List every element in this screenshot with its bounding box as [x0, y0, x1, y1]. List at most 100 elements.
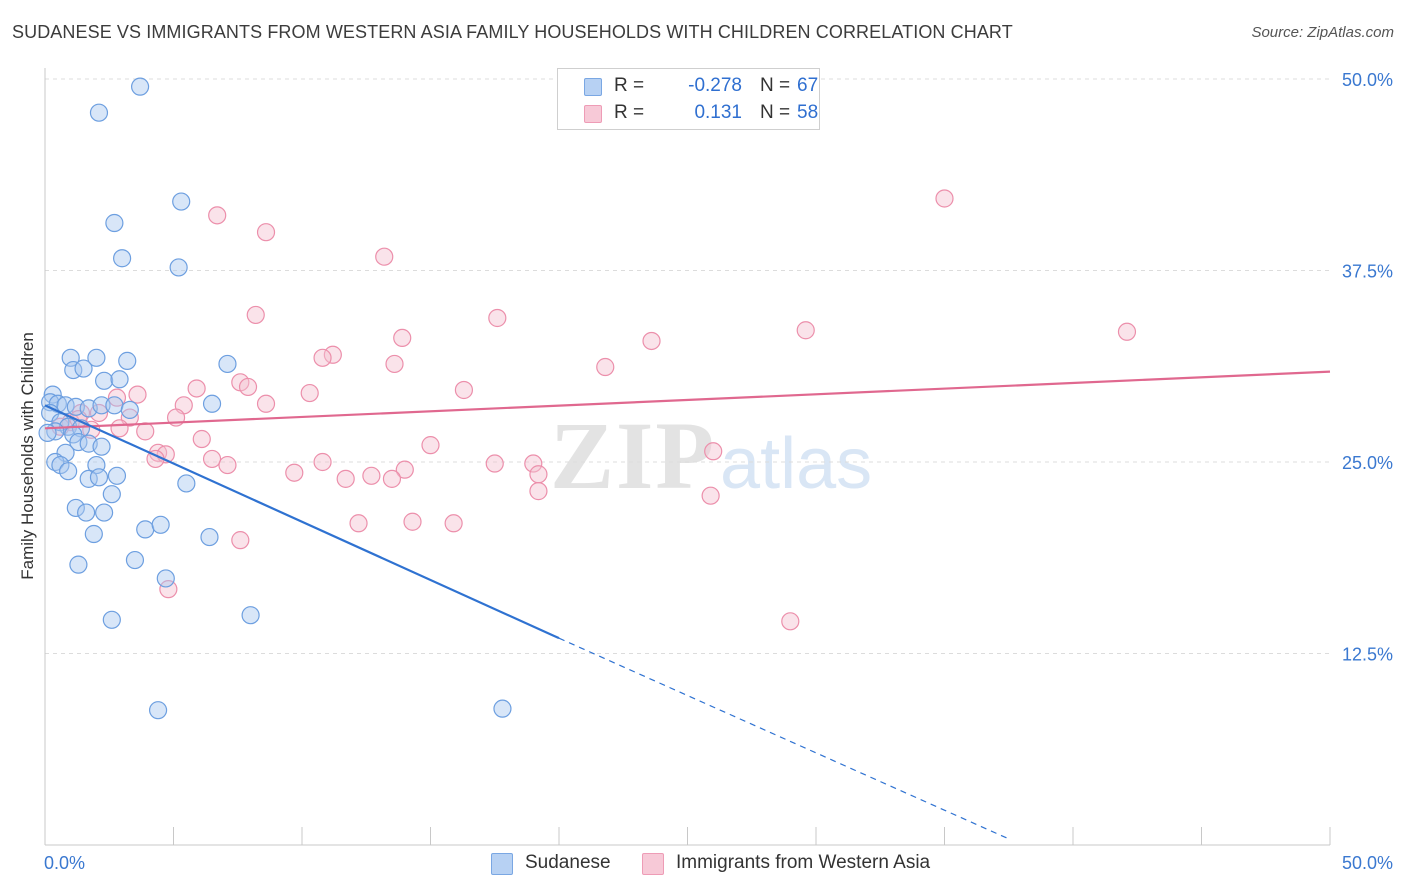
- western-asia-point: [642, 331, 661, 351]
- western-asia-point: [375, 247, 394, 266]
- western-asia-point: [159, 580, 178, 599]
- source-credit: Source: ZipAtlas.com: [1251, 24, 1394, 41]
- western-asia-point: [454, 380, 474, 400]
- sudanese-point: [218, 354, 237, 374]
- y-tick-label: 12.5%: [1342, 645, 1393, 665]
- western-asia-point: [246, 305, 265, 325]
- grid-layer: [45, 78, 1330, 654]
- sudanese-point: [202, 394, 222, 413]
- sudanese-point: [112, 249, 132, 268]
- sudanese-trend-line: [44, 404, 560, 640]
- western-asia-point: [485, 454, 504, 473]
- legend-swatch-western-asia: [584, 105, 602, 123]
- sudanese-point: [59, 462, 78, 481]
- sudanese-point: [89, 468, 109, 487]
- x-tick-label: 50.0%: [1342, 853, 1393, 873]
- y-tick-label: 25.0%: [1342, 453, 1393, 473]
- sudanese-point: [177, 474, 196, 493]
- sudanese-point: [84, 524, 103, 544]
- sudanese-point: [74, 359, 93, 378]
- sudanese-point: [95, 371, 114, 390]
- western-asia-point: [362, 466, 381, 485]
- western-asia-point: [1117, 322, 1137, 341]
- western-asia-point: [336, 469, 355, 488]
- legend-n-value: 67: [797, 75, 819, 96]
- sudanese-point: [120, 400, 139, 420]
- sudanese-point: [69, 555, 88, 574]
- western-asia-point: [218, 455, 237, 475]
- legend-n-label: N =: [760, 75, 791, 96]
- sudanese-point: [89, 103, 109, 122]
- western-asia-point: [256, 394, 276, 413]
- legend-swatch-sudanese: [584, 78, 602, 96]
- sudanese-point: [118, 351, 137, 370]
- western-asia-point: [781, 612, 800, 631]
- western-asia-point: [313, 348, 332, 367]
- western-asia-point: [285, 463, 304, 482]
- western-asia-point: [349, 514, 368, 533]
- western-asia-point: [488, 308, 507, 328]
- watermark: ZIPatlas: [550, 400, 872, 511]
- sudanese-point: [105, 396, 124, 415]
- chart-title: SUDANESE VS IMMIGRANTS FROM WESTERN ASIA…: [12, 22, 1013, 42]
- western-asia-point: [796, 321, 815, 340]
- bottom-legend-swatch-western-asia: [642, 853, 664, 875]
- western-asia-point: [704, 442, 723, 461]
- y-tick-label: 50.0%: [1342, 70, 1393, 90]
- western-asia-point: [323, 345, 342, 364]
- sudanese-point: [148, 701, 168, 720]
- legend-n-label: N =: [760, 102, 791, 123]
- sudanese-point: [46, 452, 65, 472]
- western-asia-point: [238, 377, 258, 397]
- sudanese-point: [125, 550, 145, 570]
- western-asia-point: [524, 454, 543, 473]
- western-asia-point: [382, 469, 402, 488]
- western-asia-point: [313, 452, 332, 472]
- western-asia-point: [529, 465, 548, 484]
- western-asia-point: [187, 379, 206, 398]
- western-asia-trend-line: [44, 370, 1331, 430]
- western-asia-point: [529, 482, 548, 501]
- bottom-legend-label-sudanese: Sudanese: [525, 852, 611, 873]
- legend-n-value: 58: [797, 102, 819, 123]
- western-asia-point: [202, 449, 222, 469]
- sudanese-point: [136, 520, 155, 539]
- western-asia-point: [596, 357, 615, 377]
- western-asia-point: [110, 419, 129, 438]
- western-asia-point: [421, 436, 440, 455]
- western-asia-point: [128, 385, 147, 404]
- legend-r-value: -0.278: [688, 75, 742, 96]
- western-asia-point: [385, 354, 404, 374]
- sudanese-point: [105, 213, 124, 233]
- sudanese-point: [200, 527, 219, 547]
- sudanese-point: [130, 77, 150, 96]
- trend-layer: [44, 370, 1331, 840]
- sudanese-point: [95, 503, 114, 522]
- correlation-legend: R = -0.278 N = 67 R = 0.131 N = 58: [557, 68, 820, 130]
- sudanese-point: [92, 437, 111, 456]
- watermark-atlas: atlas: [720, 424, 873, 504]
- western-asia-point: [136, 422, 155, 441]
- sudanese-point: [102, 485, 121, 504]
- western-asia-point: [701, 486, 720, 505]
- axes-layer: [44, 68, 1331, 846]
- western-asia-point: [208, 206, 227, 225]
- western-asia-point: [444, 514, 463, 533]
- sudanese-point: [151, 515, 170, 534]
- sudanese-point: [169, 258, 188, 277]
- sudanese-point: [77, 503, 96, 522]
- western-asia-point: [393, 328, 412, 348]
- sudanese-point: [172, 192, 191, 211]
- western-asia-point: [935, 189, 954, 208]
- sudanese-point: [110, 370, 129, 389]
- sudanese-point: [493, 699, 512, 718]
- y-tick-label: 37.5%: [1342, 262, 1393, 282]
- legend-r-value: 0.131: [694, 102, 742, 123]
- watermark-zip: ZIP: [550, 402, 717, 509]
- sudanese-point: [87, 348, 106, 367]
- tick-label-layer: 12.5% 25.0% 37.5% 50.0% 0.0% 50.0%: [44, 70, 1393, 873]
- western-asia-point: [403, 512, 422, 531]
- western-asia-point: [300, 383, 319, 403]
- bottom-legend-swatch-sudanese: [491, 853, 513, 875]
- western-asia-point: [256, 223, 276, 242]
